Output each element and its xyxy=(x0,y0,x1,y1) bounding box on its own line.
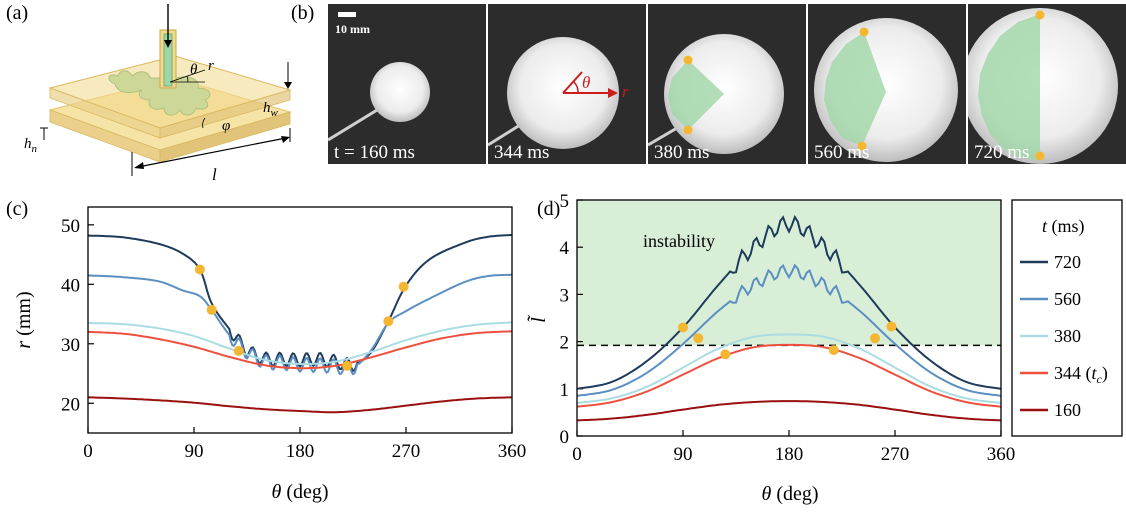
x-tick-label: 270 xyxy=(881,444,910,465)
photo-frame-560ms: 560 ms xyxy=(808,4,966,164)
panel-label-d: (d) xyxy=(537,198,561,220)
x-tick-label: 0 xyxy=(83,441,93,462)
y-tick-label: 40 xyxy=(61,275,80,296)
frame-time-5: 720 ms xyxy=(974,142,1029,163)
scale-bar xyxy=(338,12,356,17)
onset-marker xyxy=(398,281,409,292)
frame-time-4: 560 ms xyxy=(814,142,869,163)
legend-box xyxy=(1011,199,1123,437)
scale-bar-label: 10 mm xyxy=(335,22,370,36)
y-tick-label: 50 xyxy=(61,216,80,237)
hw-label: hw xyxy=(263,100,279,119)
x-tick-label: 270 xyxy=(392,441,421,462)
legend-entry: 720 xyxy=(1054,252,1081,272)
onset-marker xyxy=(886,321,897,332)
series-line-160 xyxy=(87,396,513,414)
panel-label-b: (b) xyxy=(291,2,315,24)
panel-label-a: (a) xyxy=(6,2,29,24)
series-line-380 xyxy=(576,333,1002,404)
x-tick-label: 360 xyxy=(498,441,527,462)
legend-entry: 344 (tc) xyxy=(1054,363,1108,386)
y-tick-label: 1 xyxy=(560,380,570,401)
legend-entry: 380 xyxy=(1054,326,1081,346)
onset-marker xyxy=(233,345,244,356)
frame-time-2: 344 ms xyxy=(494,142,549,163)
l-label: l xyxy=(212,165,217,184)
legend-entry: 160 xyxy=(1054,400,1081,420)
x-tick-label: 90 xyxy=(674,444,693,465)
chart-c-frame xyxy=(87,206,513,434)
photo-frame-380ms: 380 ms xyxy=(648,4,806,164)
series-line-720 xyxy=(87,234,512,372)
chart-d-ylabel: l̃ xyxy=(526,315,550,323)
hn-label: hn xyxy=(24,136,38,155)
frame-time-3: 380 ms xyxy=(654,142,709,163)
series-line-160 xyxy=(576,400,1002,422)
onset-marker xyxy=(869,333,880,344)
photo-theta: θ xyxy=(582,73,590,92)
legend-entry: 560 xyxy=(1054,289,1081,309)
chart-d-frame xyxy=(576,199,1002,437)
y-tick-label: 2 xyxy=(560,333,570,354)
onset-marker xyxy=(693,333,704,344)
y-tick-label: 5 xyxy=(560,191,570,212)
y-tick-label: 30 xyxy=(61,335,80,356)
onset-marker xyxy=(206,304,217,315)
x-tick-label: 90 xyxy=(185,441,204,462)
instability-region xyxy=(577,200,1001,346)
phi-label: φ xyxy=(222,118,230,134)
instability-label: instability xyxy=(643,231,715,251)
series-line-344 xyxy=(576,343,1002,408)
chart-c-ylabel: r (mm) xyxy=(13,291,35,348)
photo-frame-344ms: θ r 344 ms xyxy=(488,4,646,164)
series-line-344 xyxy=(87,330,513,370)
x-tick-label: 360 xyxy=(987,444,1016,465)
frame-time-1: t = 160 ms xyxy=(334,142,415,163)
x-tick-label: 0 xyxy=(572,444,582,465)
series-line-380 xyxy=(88,321,513,366)
onset-marker xyxy=(342,360,353,371)
y-tick-label: 3 xyxy=(560,285,570,306)
onset-marker xyxy=(828,345,839,356)
photo-frame-160ms: 10 mm t = 160 ms xyxy=(328,4,486,164)
chart-c-xlabel: θ (deg) xyxy=(271,481,328,503)
photo-sequence: 10 mm t = 160 ms θ r 344 ms 380 ms 560 m… xyxy=(328,4,1126,164)
r-label: r xyxy=(208,58,214,74)
onset-marker xyxy=(678,322,688,333)
series-line-560 xyxy=(87,273,512,376)
hele-shaw-schematic: θ r hw φ hn l xyxy=(24,4,292,184)
y-tick-label: 20 xyxy=(61,394,80,415)
series-line-720 xyxy=(576,214,1002,390)
photo-r: r xyxy=(622,82,629,101)
panel-label-c: (c) xyxy=(6,198,29,220)
theta-label: θ xyxy=(190,62,198,78)
photo-frame-720ms: 720 ms xyxy=(968,4,1126,164)
y-tick-label: 0 xyxy=(560,427,570,448)
x-tick-label: 180 xyxy=(286,441,315,462)
onset-marker xyxy=(194,264,205,275)
series-line-560 xyxy=(576,263,1002,397)
onset-marker xyxy=(720,349,731,360)
y-tick-label: 4 xyxy=(560,238,570,259)
chart-d-xlabel: θ (deg) xyxy=(761,483,818,505)
legend-title: t (ms) xyxy=(1042,216,1085,237)
x-tick-label: 180 xyxy=(775,444,804,465)
onset-marker xyxy=(383,316,394,327)
